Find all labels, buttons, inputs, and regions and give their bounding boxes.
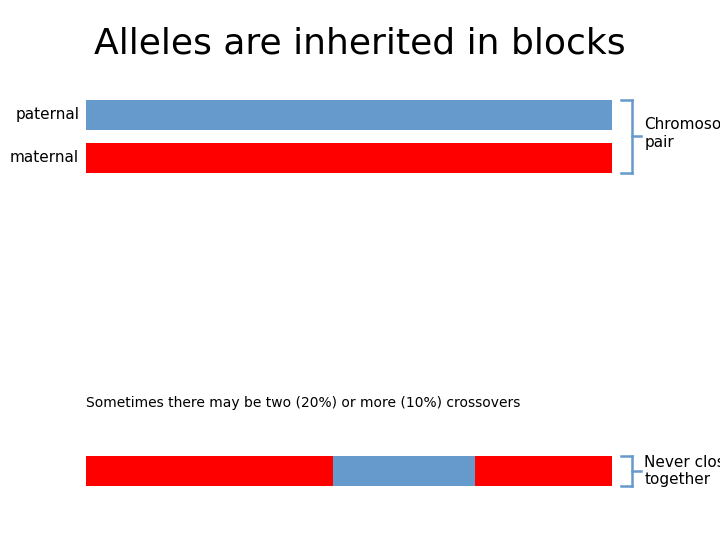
FancyBboxPatch shape [86, 100, 612, 130]
FancyBboxPatch shape [333, 456, 475, 486]
Text: Never close
together: Never close together [644, 455, 720, 487]
Text: maternal: maternal [10, 151, 79, 165]
Text: paternal: paternal [15, 107, 79, 122]
FancyBboxPatch shape [86, 143, 612, 173]
FancyBboxPatch shape [475, 456, 612, 486]
Text: Alleles are inherited in blocks: Alleles are inherited in blocks [94, 27, 626, 61]
Text: Chromosome
pair: Chromosome pair [644, 117, 720, 150]
Text: Sometimes there may be two (20%) or more (10%) crossovers: Sometimes there may be two (20%) or more… [86, 396, 521, 410]
FancyBboxPatch shape [86, 456, 333, 486]
